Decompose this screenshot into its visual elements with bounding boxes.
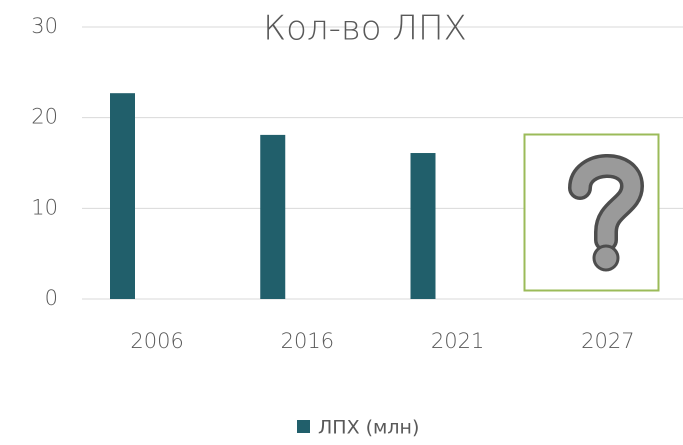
bar <box>410 153 436 299</box>
chart-title: Кол-во ЛПХ <box>263 9 467 49</box>
x-tick-label: 2027 <box>581 329 634 353</box>
legend-label: ЛПХ (млн) <box>318 417 419 439</box>
x-tick-label: 2016 <box>281 329 334 353</box>
legend-swatch <box>297 420 310 433</box>
y-tick-label: 10 <box>31 195 58 219</box>
x-tick-label: 2021 <box>431 329 484 353</box>
bar <box>110 93 135 299</box>
y-tick-label: 30 <box>31 14 58 38</box>
x-tick-label: 2006 <box>130 329 183 353</box>
question-box <box>523 133 660 292</box>
y-tick-label: 0 <box>45 286 58 310</box>
y-tick-label: 20 <box>31 105 58 129</box>
bar <box>260 134 286 299</box>
